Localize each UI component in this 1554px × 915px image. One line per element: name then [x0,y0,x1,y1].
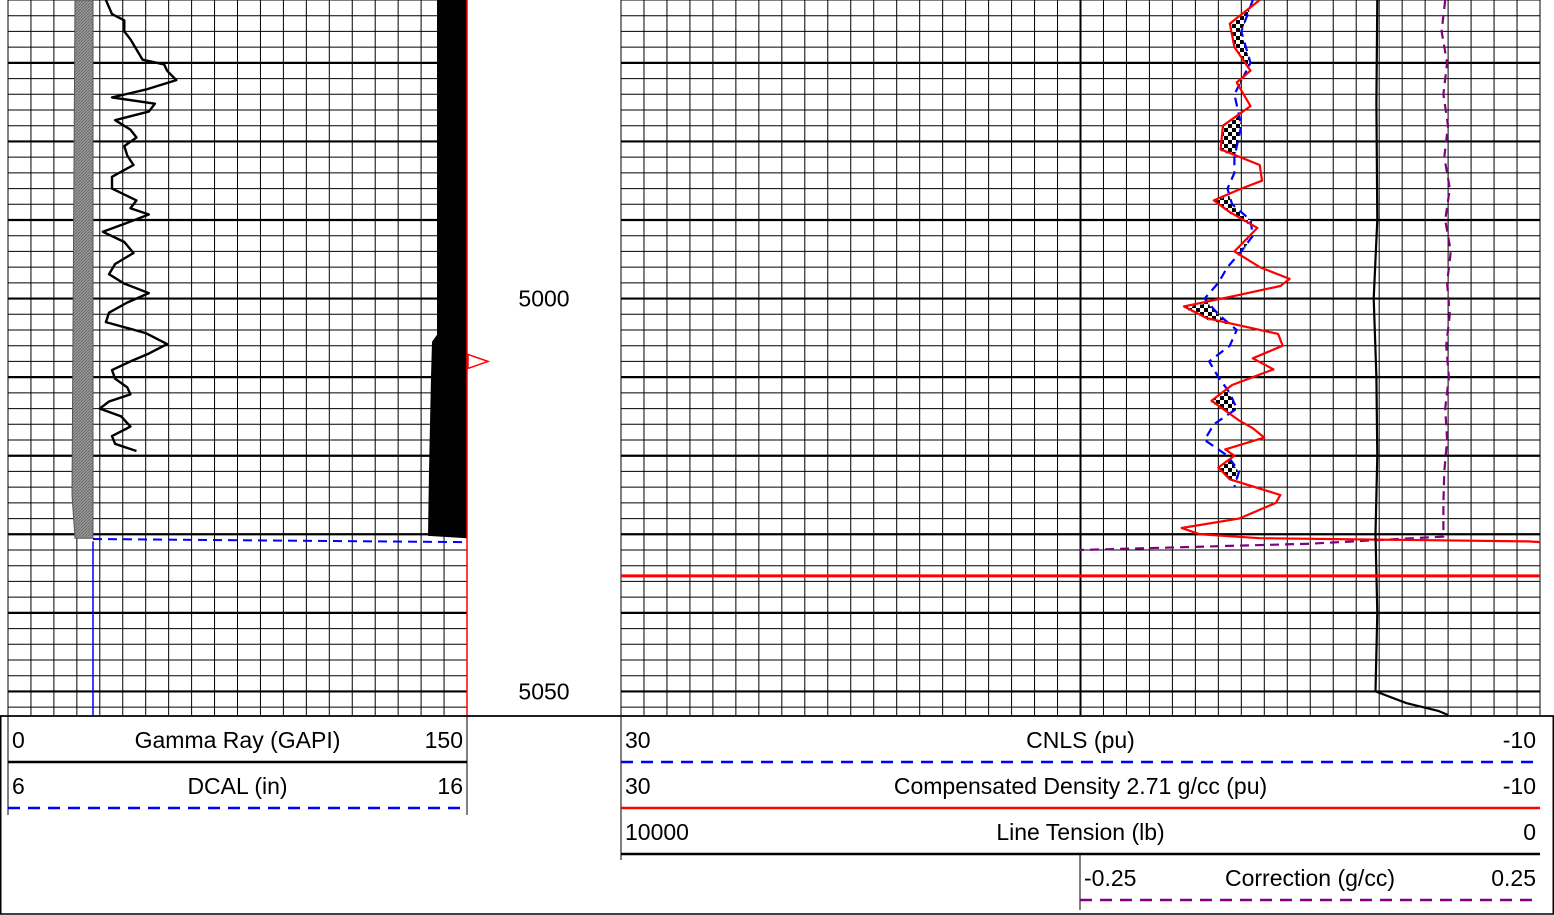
cnls-header-min: 30 [625,727,651,753]
depth-marker-triangle [467,353,491,370]
gr-bar-fill [71,0,94,539]
dcal-header-max: 16 [437,773,463,799]
density-header-max: -10 [1503,773,1536,799]
header: 0 Gamma Ray (GAPI) 150 6 DCAL (in) 16 30 CNLS (… [0,715,1554,915]
gamma-ray-header-name: Gamma Ray (GAPI) [135,727,341,753]
dcal-curve [92,538,468,544]
line-tension-header-name: Line Tension (lb) [996,819,1164,845]
gamma-ray-header-min: 0 [12,727,25,753]
depth-tick-label: 5050 [518,678,569,704]
cnls-curve [1203,0,1254,488]
cnls-header-max: -10 [1503,727,1536,753]
density-curve [1180,0,1541,544]
dcal-header-min: 6 [12,773,25,799]
density-header-min: 30 [625,773,651,799]
density-header-name: Compensated Density 2.71 g/cc (pu) [894,773,1267,799]
line-tension-curve [1372,0,1449,717]
depth-tick-label: 5000 [518,286,569,312]
track2-grid [620,0,1541,715]
dcal-header-name: DCAL (in) [187,773,287,799]
track1-black-fill [428,0,467,539]
crossover-shading [1183,7,1253,482]
correction-header-max: 0.25 [1491,865,1536,891]
line-tension-header-min: 10000 [625,819,689,845]
line-tension-header-max: 0 [1523,819,1536,845]
header-frame [0,715,1554,915]
cnls-header-name: CNLS (pu) [1026,727,1135,753]
gamma-ray-header-max: 150 [425,727,463,753]
gamma-ray-curve [98,0,178,453]
correction-header-name: Correction (g/cc) [1225,865,1395,891]
correction-curve [1079,0,1452,552]
correction-header-min: -0.25 [1084,865,1136,891]
